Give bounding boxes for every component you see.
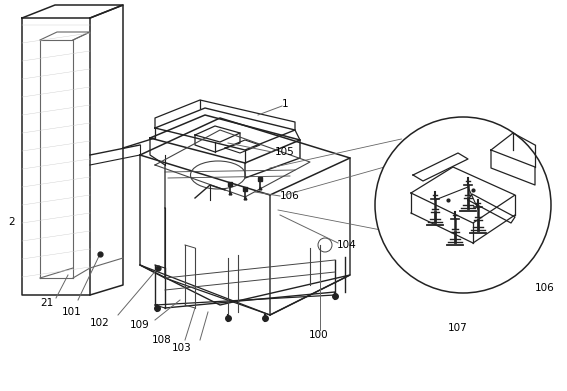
Text: 2: 2 [9,217,15,227]
Circle shape [375,117,551,293]
Text: 103: 103 [172,343,192,353]
Text: 100: 100 [309,330,329,340]
Text: 104: 104 [337,240,357,250]
Text: 102: 102 [90,318,110,328]
Text: 109: 109 [130,320,150,330]
Text: 21: 21 [40,298,54,308]
Text: 105: 105 [275,147,295,157]
Text: 106: 106 [280,191,300,201]
Text: 106: 106 [535,283,555,293]
Text: 107: 107 [448,323,468,333]
Text: 108: 108 [152,335,172,345]
Text: 1: 1 [282,99,288,109]
Text: 101: 101 [62,307,82,317]
